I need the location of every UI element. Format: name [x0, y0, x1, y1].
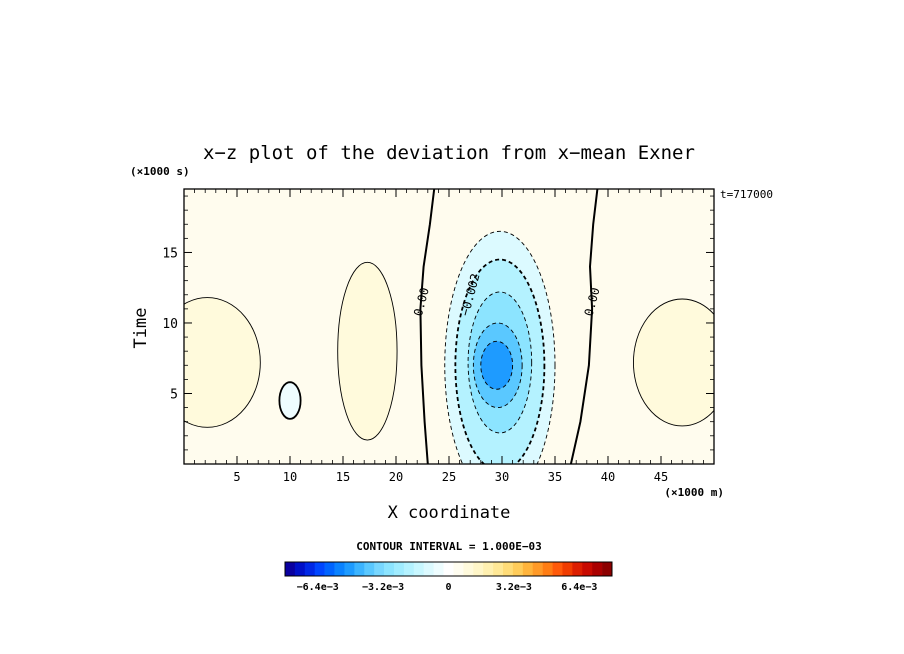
colorbar-swatch — [493, 562, 504, 576]
colorbar-swatch — [532, 562, 543, 576]
colorbar: −6.4e−3 −3.2e−3 0 3.2e−3 6.4e−3 — [284, 561, 613, 593]
field-region-max — [633, 299, 714, 426]
y-tick-label: 15 — [162, 246, 178, 261]
colorbar-swatch — [354, 562, 365, 576]
colorbar-swatch — [324, 562, 335, 576]
colorbar-swatch — [552, 562, 563, 576]
colorbar-swatch — [423, 562, 434, 576]
contour-line — [454, 258, 546, 464]
colorbar-swatch — [582, 562, 593, 576]
contour-line — [337, 261, 398, 441]
colorbar-swatch — [413, 562, 425, 576]
colorbar-swatch — [572, 562, 583, 576]
x-tick-label: 20 — [389, 470, 403, 484]
colorbar-swatch — [463, 562, 474, 576]
colorbar-swatch — [394, 562, 405, 576]
colorbar-swatch — [364, 562, 375, 576]
colorbar-swatch — [374, 562, 385, 576]
colorbar-swatch — [522, 562, 534, 576]
colorbar-tick-label: 3.2e−3 — [496, 582, 532, 593]
timestamp-label: t=717000 — [720, 188, 773, 201]
colorbar-tick-label: −6.4e−3 — [297, 582, 339, 593]
colorbar-frame — [284, 561, 613, 577]
contour-line-zero — [419, 189, 436, 464]
contour-line — [278, 381, 302, 420]
colorbar-tick-label: 0 — [445, 582, 451, 593]
colorbar-swatch — [314, 562, 325, 576]
colorbar-tick-label: 6.4e−3 — [561, 582, 597, 593]
colorbar-swatch — [443, 562, 454, 576]
colorbar-swatch — [503, 562, 514, 576]
y-tick-label: 10 — [162, 317, 178, 332]
contour-lines — [184, 189, 714, 464]
colorbar-swatch — [294, 562, 306, 576]
colorbar-swatch — [562, 562, 573, 576]
field-region-min — [480, 341, 513, 390]
contour-interval-label: CONTOUR INTERVAL = 1.000E−03 — [356, 540, 541, 553]
contour-line — [633, 298, 714, 427]
x-axis-label: X coordinate — [388, 503, 511, 523]
colorbar-swatch — [542, 562, 553, 576]
colorbar-swatch — [304, 562, 316, 576]
colorbar-swatch — [344, 562, 355, 576]
x-unit-label: (×1000 m) — [664, 486, 724, 499]
y-unit-label: (×1000 s) — [130, 165, 190, 178]
x-tick-label: 45 — [654, 470, 668, 484]
contour-line — [472, 322, 523, 409]
colorbar-swatch — [433, 562, 444, 576]
axis-ticks: 5 10 15 20 25 30 35 40 45 5 10 15 — [162, 189, 714, 484]
colorbar-swatch — [512, 562, 524, 576]
x-tick-label: 25 — [442, 470, 456, 484]
colorbar-tick-label: −3.2e−3 — [362, 582, 404, 593]
contour-line — [184, 297, 261, 428]
colorbar-swatch — [453, 562, 464, 576]
x-tick-label: 40 — [601, 470, 615, 484]
x-tick-label: 35 — [548, 470, 562, 484]
x-tick-label: 30 — [495, 470, 509, 484]
contour-line — [444, 230, 556, 464]
x-tick-label: 5 — [233, 470, 240, 484]
x-tick-label: 15 — [336, 470, 350, 484]
y-axis-label: Time — [131, 308, 151, 349]
colorbar-swatch — [602, 562, 613, 576]
colorbar-swatch — [592, 562, 603, 576]
chart-title: x−z plot of the deviation from x−mean Ex… — [203, 142, 695, 164]
contour-field — [184, 189, 714, 464]
x-tick-label: 10 — [283, 470, 297, 484]
colorbar-swatch — [403, 562, 415, 576]
contour-line — [467, 291, 533, 434]
contour-line-zero — [569, 189, 599, 464]
colorbar-swatch — [334, 562, 345, 576]
colorbar-swatch — [384, 562, 395, 576]
colorbar-swatch — [483, 562, 494, 576]
y-tick-label: 5 — [170, 387, 178, 402]
field-region-max — [184, 297, 261, 428]
colorbar-swatch — [285, 562, 296, 576]
field-region-min — [279, 382, 301, 419]
colorbar-swatch — [473, 562, 484, 576]
field-region-max — [337, 262, 398, 441]
contour-line — [480, 340, 514, 390]
